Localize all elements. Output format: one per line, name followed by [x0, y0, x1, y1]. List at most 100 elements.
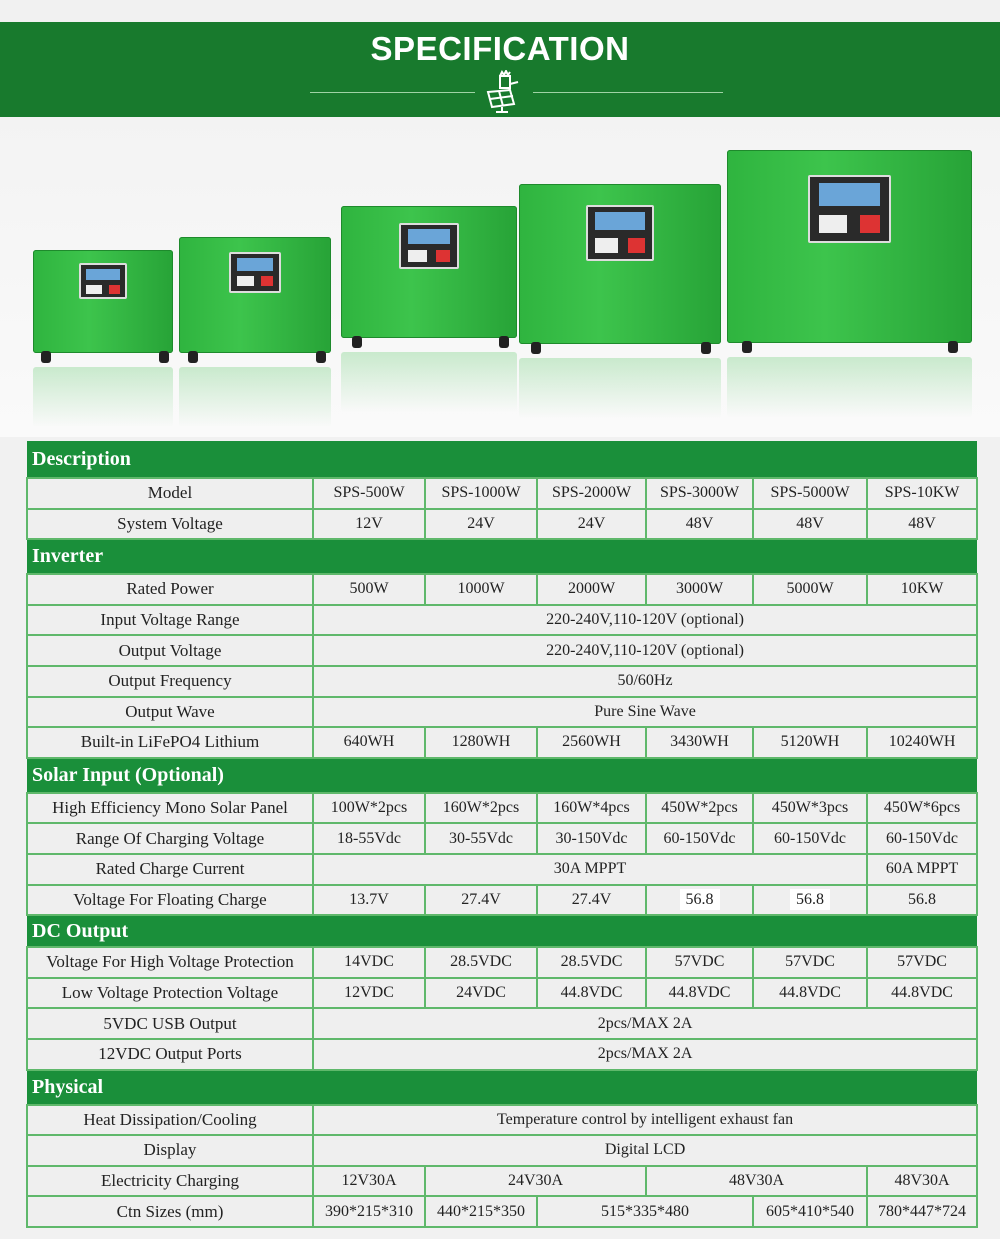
lcd-panel [79, 263, 127, 300]
table-cell: Temperature control by intelligent exhau… [311, 1103, 979, 1137]
row-label: 12VDC Output Ports [26, 1037, 314, 1071]
table-cell: 48V [752, 507, 868, 541]
lcd-panel [399, 223, 459, 270]
table-cell: 44.8VDC [536, 976, 647, 1010]
reflection [519, 358, 721, 418]
table-cell: 28.5VDC [536, 946, 647, 979]
product-unit [179, 237, 331, 363]
product-lineup-image [0, 117, 1000, 437]
wheel [741, 341, 752, 353]
row-label: Rated Charge Current [26, 852, 314, 886]
table-cell: 12V30A [312, 1164, 426, 1198]
row-label: Output Wave [26, 695, 314, 729]
row-label: Voltage For Floating Charge [26, 883, 314, 917]
solar-panel-mascot-icon [486, 70, 519, 113]
table-cell: 450W*2pcs [645, 791, 754, 825]
row-label: Display [26, 1134, 314, 1167]
lcd-panel [229, 252, 281, 293]
table-cell: 780*447*724 [865, 1195, 979, 1228]
table-cell: 160W*4pcs [536, 791, 647, 825]
table-cell: 56.8 [865, 883, 979, 917]
table-cell: 60-150Vdc [645, 822, 754, 855]
table-cell: 450W*3pcs [752, 791, 868, 825]
wheel [188, 351, 199, 363]
reflection [341, 352, 517, 412]
table-cell: 48V [865, 507, 979, 541]
reflection [727, 357, 972, 417]
table-cell: 12VDC [312, 976, 426, 1010]
row-label: Input Voltage Range [26, 603, 314, 637]
row-label: Heat Dissipation/Cooling [26, 1103, 314, 1137]
product-unit [519, 184, 721, 354]
table-cell: 28.5VDC [424, 946, 538, 979]
table-cell: 30-55Vdc [424, 822, 538, 855]
row-label: Range Of Charging Voltage [26, 822, 314, 855]
table-cell: 60A MPPT [865, 852, 979, 886]
table-row: Rated Power 500W 1000W 2000W 3000W 5000W 10KW [26, 573, 979, 606]
table-cell: 56.8 [645, 883, 754, 917]
table-cell: 24V30A [424, 1164, 647, 1198]
divider [310, 92, 475, 93]
table-cell: SPS-5000W [752, 477, 868, 510]
table-cell: 60-150Vdc [752, 822, 868, 855]
section-header: Inverter [27, 539, 978, 575]
table-cell: 1000W [424, 573, 538, 606]
spec-table: Description Model SPS-500W SPS-1000W SPS-200… [26, 441, 979, 1228]
table-cell: 57VDC [752, 946, 868, 979]
page-title: SPECIFICATION [370, 30, 630, 67]
table-cell: 48V30A [865, 1164, 979, 1198]
wheel [41, 351, 52, 363]
table-row: High Efficiency Mono Solar Panel 100W*2pc… [26, 791, 979, 825]
section-header: Solar Input (Optional) [27, 757, 978, 793]
wheel [531, 342, 542, 354]
table-cell: 57VDC [865, 946, 979, 979]
product-unit [727, 150, 972, 353]
section-title: Inverter [27, 539, 978, 575]
lcd-panel [585, 204, 655, 261]
table-row: Output Wave Pure Sine Wave [26, 695, 979, 729]
table-cell: SPS-500W [312, 477, 426, 510]
reflection [33, 367, 173, 427]
table-cell: 56.8 [752, 883, 868, 917]
table-row: 5VDC USB Output 2pcs/MAX 2A [26, 1007, 979, 1040]
section-title: DC Output [27, 915, 978, 948]
table-cell: 24V [424, 507, 538, 541]
table-row: Rated Charge Current 30A MPPT 60A MPPT [26, 852, 979, 886]
cell-value: 56.8 [679, 888, 720, 910]
table-row: Low Voltage Protection Voltage 12VDC 24VDC… [26, 976, 979, 1010]
cell-value: 56.8 [790, 888, 830, 910]
table-row: Built-in LiFePO4 Lithium 640WH 1280WH 2560W… [26, 726, 979, 759]
table-row: Input Voltage Range 220-240V,110-120V (op… [26, 603, 979, 637]
reflection [179, 367, 331, 427]
table-cell: 27.4V [536, 883, 647, 917]
table-cell: 10KW [865, 573, 979, 606]
table-cell: 30-150Vdc [536, 822, 647, 855]
table-cell: 515*335*480 [536, 1195, 754, 1228]
table-cell: 160W*2pcs [424, 791, 538, 825]
table-cell: 2560WH [536, 726, 647, 759]
table-cell: 450W*6pcs [865, 791, 979, 825]
row-label: Built-in LiFePO4 Lithium [26, 726, 314, 759]
table-cell: 440*215*350 [424, 1195, 538, 1228]
table-cell: 5000W [752, 573, 868, 606]
row-label: Low Voltage Protection Voltage [26, 976, 314, 1010]
table-cell: 640WH [312, 726, 426, 759]
table-row: System Voltage 12V 24V 24V 48V 48V 48V [26, 507, 979, 541]
table-cell: 30A MPPT [312, 852, 868, 886]
table-cell: SPS-10KW [865, 477, 979, 510]
table-cell: 57VDC [645, 946, 754, 979]
table-cell: 48V [645, 507, 754, 541]
wheel [947, 341, 958, 353]
table-row: 12VDC Output Ports 2pcs/MAX 2A [26, 1037, 979, 1071]
row-label: Ctn Sizes (mm) [26, 1195, 314, 1228]
table-cell: SPS-3000W [645, 477, 754, 510]
row-label: System Voltage [26, 507, 314, 541]
row-label: 5VDC USB Output [26, 1007, 314, 1040]
table-row: Range Of Charging Voltage 18-55Vdc 30-55Vd… [26, 822, 979, 855]
row-label: Output Frequency [26, 664, 314, 698]
section-title: Description [27, 441, 978, 478]
table-row: Output Frequency 50/60Hz [26, 664, 979, 698]
table-cell: 3000W [645, 573, 754, 606]
table-cell: 50/60Hz [311, 664, 979, 698]
table-row: Output Voltage 220-240V,110-120V (optiona… [26, 634, 979, 667]
